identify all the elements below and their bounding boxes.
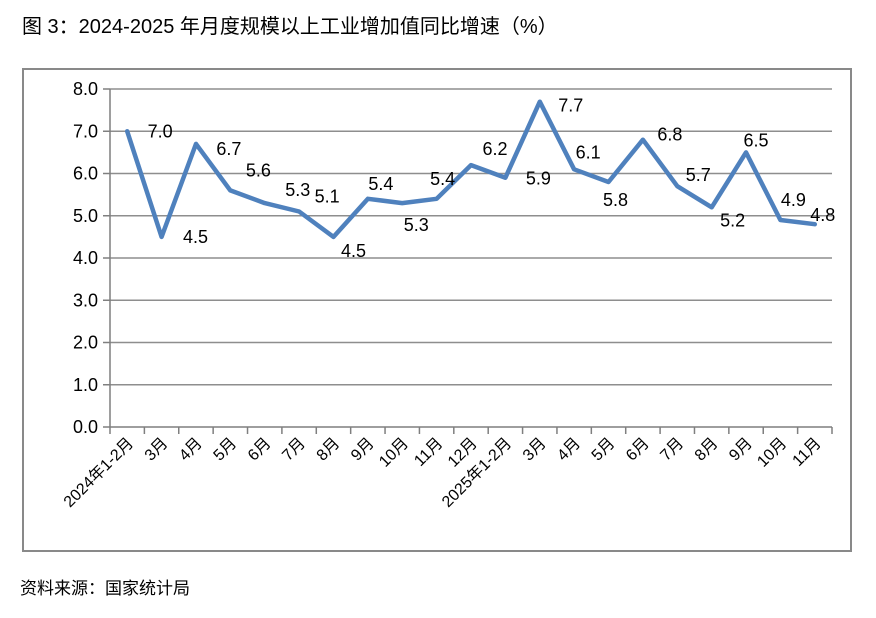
source-note: 资料来源：国家统计局 — [20, 579, 190, 598]
data-label: 5.3 — [285, 180, 310, 200]
figure-title: 图 3：2024-2025 年月度规模以上工业增加值同比增速（%） — [22, 16, 558, 38]
data-label: 4.9 — [781, 190, 806, 210]
x-axis-label: 3月 — [142, 435, 172, 465]
data-label: 6.5 — [744, 130, 769, 150]
x-axis-label: 6月 — [623, 435, 653, 465]
data-label: 6.8 — [657, 125, 682, 145]
data-label: 6.1 — [576, 142, 601, 162]
x-axis-label: 2024年1-2月 — [60, 434, 137, 511]
data-label: 5.8 — [603, 190, 628, 210]
x-axis-label: 11月 — [790, 435, 825, 470]
x-axis-label: 9月 — [348, 435, 378, 465]
y-axis-label: 0.0 — [73, 417, 98, 437]
x-axis-label: 5月 — [589, 435, 619, 465]
data-label: 7.0 — [148, 121, 173, 141]
x-axis-label: 10月 — [754, 435, 790, 471]
series-line — [124, 99, 818, 240]
data-label: 5.7 — [686, 165, 711, 185]
x-axis-label: 7月 — [279, 435, 309, 465]
data-label: 5.2 — [720, 210, 745, 230]
data-label: 7.7 — [558, 96, 583, 116]
data-label: 5.3 — [404, 215, 429, 235]
y-axis-label: 7.0 — [73, 121, 98, 141]
data-label: 5.1 — [315, 187, 340, 207]
y-axis-label: 2.0 — [73, 333, 98, 353]
y-axis-label: 8.0 — [73, 79, 98, 99]
x-axis-label: 5月 — [211, 435, 241, 465]
data-label: 5.4 — [430, 169, 455, 189]
y-axis-label: 5.0 — [73, 206, 98, 226]
y-axis-label: 1.0 — [73, 375, 98, 395]
x-axis-label: 4月 — [176, 435, 206, 465]
data-label: 4.5 — [183, 227, 208, 247]
x-axis-label: 8月 — [692, 435, 722, 465]
x-axis-label: 11月 — [411, 435, 446, 470]
y-axis-label: 4.0 — [73, 248, 98, 268]
x-axis-label: 8月 — [314, 435, 344, 465]
x-axis-label: 3月 — [520, 435, 550, 465]
x-axis-label: 6月 — [245, 435, 275, 465]
data-label: 5.9 — [526, 169, 551, 189]
x-axis-label: 7月 — [657, 435, 687, 465]
y-axis-label: 3.0 — [73, 290, 98, 310]
data-label: 6.7 — [216, 139, 241, 159]
x-axis-label: 4月 — [554, 435, 584, 465]
data-label: 4.5 — [341, 241, 366, 261]
y-axis-label: 6.0 — [73, 164, 98, 184]
x-axis-label: 10月 — [376, 435, 412, 471]
data-label: 5.6 — [246, 160, 271, 180]
data-label: 6.2 — [482, 139, 507, 159]
x-axis-label: 9月 — [726, 435, 756, 465]
chart-frame: 0.0 1.0 2.0 3.0 4.0 5.0 6.0 7.0 8.0 2024年1-2月 3月 4月… — [22, 68, 852, 552]
data-label: 5.4 — [368, 174, 393, 194]
data-label: 4.8 — [810, 205, 835, 225]
